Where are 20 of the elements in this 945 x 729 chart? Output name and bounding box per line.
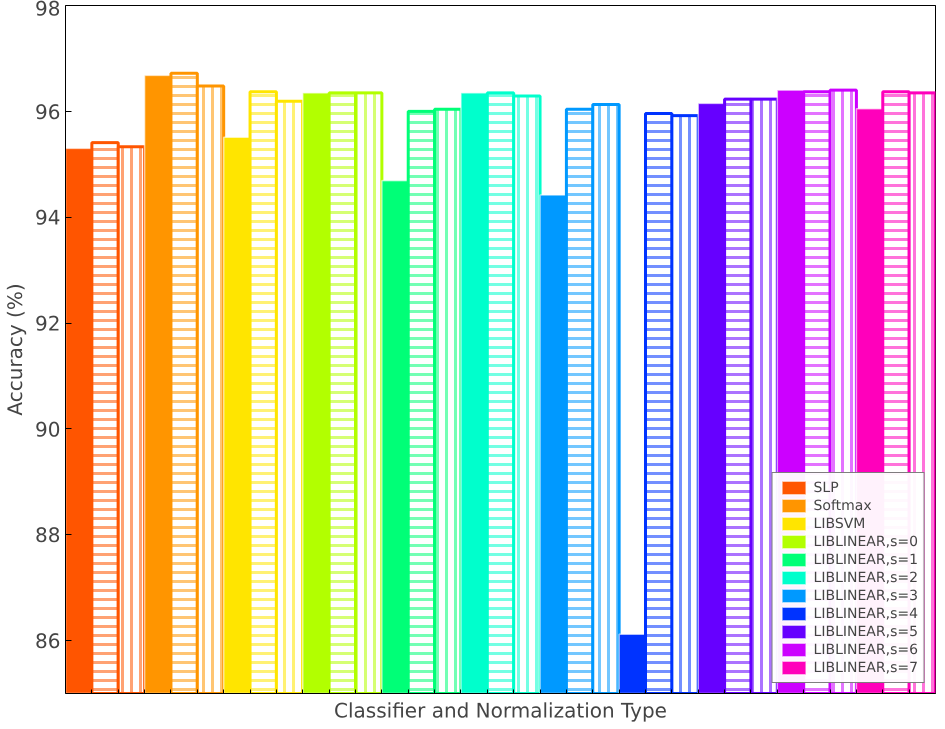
y-tick-label: 86 [35, 629, 61, 654]
legend-label: LIBLINEAR,s=4 [814, 606, 918, 622]
legend-label: LIBLINEAR,s=7 [814, 660, 918, 676]
y-tick-label: 98 [35, 0, 61, 20]
y-tick-label: 94 [35, 206, 61, 230]
legend-label: LIBLINEAR,s=3 [814, 588, 918, 604]
legend-label: LIBLINEAR,s=1 [814, 552, 918, 568]
legend-label: SLP [814, 480, 839, 496]
legend-label: LIBSVM [814, 516, 866, 532]
legend-label: Softmax [814, 498, 872, 514]
y-tick-label: 92 [35, 312, 61, 336]
legend-label: LIBLINEAR,s=0 [814, 534, 918, 550]
y-tick-label: 90 [35, 417, 61, 442]
legend-label: LIBLINEAR,s=5 [814, 624, 918, 640]
x-axis-title: Classifier and Normalization Type [334, 698, 667, 722]
y-axis-title: Accuracy (%) [3, 283, 28, 416]
y-tick-label: 96 [35, 100, 61, 124]
legend-label: LIBLINEAR,s=2 [814, 570, 918, 586]
legend-label: LIBLINEAR,s=6 [814, 642, 918, 658]
y-tick-label: 88 [35, 523, 61, 548]
